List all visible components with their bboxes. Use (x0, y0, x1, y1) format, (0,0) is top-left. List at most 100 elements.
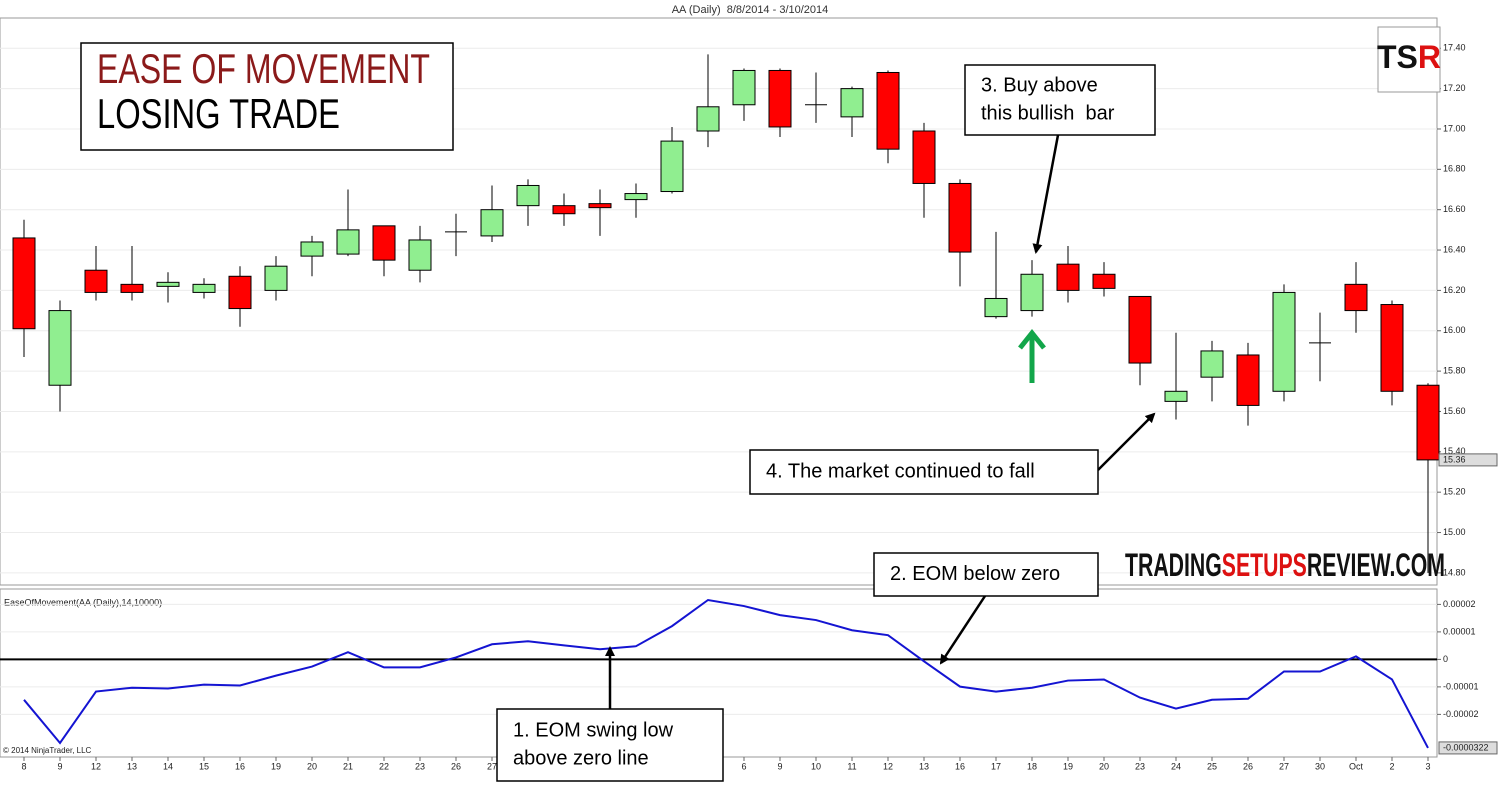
y-tick-label: 14.80 (1443, 567, 1466, 577)
candle-body (264, 265, 288, 291)
annotation-text: this bullish bar (981, 102, 1115, 124)
candle-body (948, 182, 972, 253)
y-tick-label: 0.00002 (1443, 599, 1476, 609)
watermark-part: TRADING (1125, 547, 1222, 583)
candle-body (1236, 354, 1260, 406)
x-tick-label: 19 (1063, 761, 1073, 771)
x-tick-label: 9 (777, 761, 782, 771)
copyright: © 2014 NinjaTrader, LLC (3, 746, 92, 755)
y-tick-label: 16.20 (1443, 285, 1466, 295)
y-tick-label: 16.00 (1443, 325, 1466, 335)
x-tick-label: 14 (163, 761, 173, 771)
candle-body (840, 88, 864, 118)
x-tick-label: 27 (487, 761, 497, 771)
headline-box (80, 42, 454, 151)
indicator-title: EaseOfMovement(AA (Daily),14,10000) (4, 597, 162, 607)
last-value-tag (1438, 453, 1498, 467)
x-tick-label: 18 (1027, 761, 1037, 771)
x-tick-label: 26 (451, 761, 461, 771)
candle-body (1092, 273, 1116, 289)
x-tick-label: 20 (1099, 761, 1109, 771)
x-tick-label: 25 (1207, 761, 1217, 771)
annotation-text: 4. The market continued to fall (766, 460, 1035, 482)
candle-body (624, 193, 648, 201)
x-tick-label: 24 (1171, 761, 1181, 771)
candle-body (12, 237, 36, 330)
annotation-arrow (1097, 412, 1156, 471)
candle-body (732, 69, 756, 106)
x-tick-label: 11 (847, 761, 856, 771)
y-tick-label: 16.80 (1443, 164, 1466, 174)
y-tick-label: -0.00001 (1443, 681, 1479, 691)
y-tick-label: 15.40 (1443, 446, 1466, 456)
watermark: TRADINGSETUPSREVIEW.COM (1125, 547, 1445, 583)
y-tick-label: -0.00002 (1443, 709, 1479, 719)
candle-body (1380, 304, 1404, 392)
candle-body (1128, 295, 1152, 364)
logo-box (1377, 26, 1441, 93)
x-tick-label: 15 (199, 761, 209, 771)
entry-arrow-head (1018, 328, 1046, 350)
x-tick-label: 26 (1243, 761, 1253, 771)
x-tick-label: 12 (883, 761, 893, 771)
candle-body (84, 269, 108, 293)
candle-body (228, 275, 252, 310)
y-tick-label: 16.60 (1443, 204, 1466, 214)
last-value-label: 15.36 (1443, 454, 1466, 464)
x-tick-label: 23 (415, 761, 425, 771)
x-tick-label: 22 (379, 761, 389, 771)
x-tick-label: 19 (271, 761, 281, 771)
annotation-arrow (1032, 134, 1060, 254)
x-tick-label: 30 (1315, 761, 1325, 771)
y-tick-label: 15.60 (1443, 406, 1466, 416)
candle-body (768, 69, 792, 128)
candle-body (480, 209, 504, 237)
annotation-text: 2. EOM below zero (890, 563, 1060, 585)
headline: LOSING TRADE (97, 90, 340, 137)
eom-line (23, 598, 1429, 749)
candle-body (156, 281, 180, 287)
y-tick-label: 0.00001 (1443, 626, 1476, 636)
y-tick-label: 17.40 (1443, 43, 1466, 53)
annotation-box (749, 449, 1099, 495)
y-tick-label: 17.00 (1443, 123, 1466, 133)
candle-body (300, 241, 324, 257)
x-tick-label: 13 (919, 761, 929, 771)
candle-body (912, 130, 936, 184)
candle-body (552, 205, 576, 215)
x-tick-label: 17 (991, 761, 1001, 771)
headline: EASE OF MOVEMENT (97, 45, 430, 92)
x-tick-label: 21 (343, 761, 353, 771)
x-tick-label: 3 (1425, 761, 1430, 771)
annotation-box (873, 552, 1099, 597)
candle-body (1056, 263, 1080, 291)
x-tick-label: 16 (235, 761, 245, 771)
candle-body (1200, 350, 1224, 378)
y-tick-label: 15.80 (1443, 365, 1466, 375)
candle-body (588, 203, 612, 209)
x-tick-label: 13 (127, 761, 137, 771)
x-tick-label: 9 (57, 761, 62, 771)
last-value-tag (1438, 741, 1498, 755)
logo-part: TS (1377, 39, 1418, 75)
logo-part: R (1418, 39, 1441, 75)
annotation-text: 3. Buy above (981, 74, 1098, 96)
candle-body (120, 283, 144, 293)
candle-body (1416, 384, 1440, 461)
y-tick-label: 15.00 (1443, 527, 1466, 537)
y-tick-label: 16.40 (1443, 244, 1466, 254)
y-tick-label: 0 (1443, 654, 1448, 664)
y-tick-label: 15.20 (1443, 487, 1466, 497)
x-tick-label: 23 (1135, 761, 1145, 771)
candle-body (336, 229, 360, 255)
candle-body (372, 225, 396, 261)
candle-body (408, 239, 432, 271)
chart-title: AA (Daily) 8/8/2014 - 3/10/2014 (672, 4, 829, 16)
x-tick-label: 8 (21, 761, 26, 771)
x-tick-label: 20 (307, 761, 317, 771)
annotation-text: above zero line (513, 747, 649, 769)
x-tick-label: Oct (1349, 761, 1364, 771)
candle-body (192, 283, 216, 293)
